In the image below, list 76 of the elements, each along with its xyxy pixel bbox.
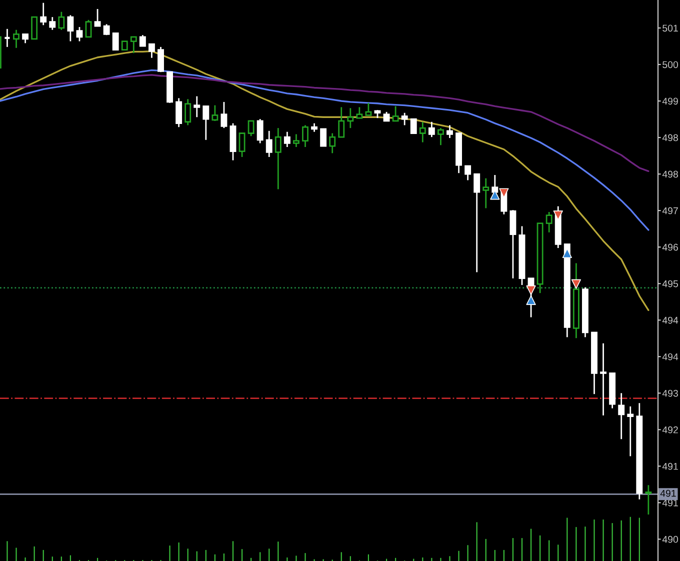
y-tick-label: 498	[662, 170, 678, 178]
candlestick	[600, 342, 606, 416]
candlestick	[292, 134, 300, 148]
candlestick	[338, 106, 345, 138]
point	[553, 210, 563, 220]
candlestick	[158, 46, 164, 73]
candlestick	[365, 102, 372, 116]
candlestick	[627, 406, 634, 457]
candlestick	[184, 98, 192, 126]
line-series	[0, 74, 650, 172]
candlestick	[40, 2, 47, 26]
candlestick	[112, 32, 119, 50]
candlestick	[464, 165, 472, 181]
y-tick-label: 491	[662, 462, 678, 470]
point	[526, 295, 536, 305]
y-tick-label: 497	[662, 207, 678, 214]
candlestick	[266, 130, 272, 158]
candlestick	[528, 278, 534, 318]
candlestick	[410, 118, 417, 134]
candlestick	[474, 173, 480, 273]
candlestick	[13, 29, 20, 49]
candlestick	[347, 107, 354, 129]
candlestick	[85, 19, 92, 38]
y-tick-label: 499	[662, 98, 678, 105]
candlestick	[392, 106, 399, 122]
candlestick	[428, 121, 435, 138]
candlestick	[130, 36, 137, 54]
candlestick	[202, 106, 210, 141]
candlestick	[419, 121, 426, 143]
candlestick	[356, 106, 363, 119]
y-tick-label: 496	[662, 244, 678, 251]
candlestick	[248, 120, 254, 137]
candlestick	[645, 484, 652, 516]
candlestick	[4, 28, 11, 48]
candlestick	[238, 132, 246, 158]
candlestick	[510, 209, 516, 280]
candlestick	[256, 118, 264, 144]
y-tick-label: 495	[662, 280, 678, 288]
candlestick	[437, 127, 444, 146]
candlestick	[329, 132, 336, 154]
candlestick	[302, 124, 308, 148]
candlestick	[148, 43, 155, 59]
candlestick	[31, 16, 38, 40]
candlestick	[94, 8, 101, 27]
point	[490, 190, 500, 200]
y-tick-label: 494	[662, 353, 678, 360]
candlestick	[194, 96, 200, 118]
candlestick	[67, 14, 74, 42]
candlestick	[320, 128, 327, 147]
candlestick	[58, 11, 65, 31]
candlestick	[139, 34, 146, 47]
y-tick-label: 500	[662, 61, 678, 68]
y-tick-label: 498	[662, 134, 678, 142]
candlestick	[274, 127, 282, 190]
candlestick	[401, 112, 408, 126]
candlestick	[49, 16, 56, 31]
point	[562, 248, 572, 258]
candlestick	[76, 26, 83, 42]
point	[526, 285, 536, 296]
point	[499, 188, 509, 198]
candlestick	[212, 104, 218, 122]
y-tick-label: 501	[662, 24, 678, 32]
candlestick	[176, 97, 182, 128]
y-tick-label: 492	[662, 426, 678, 434]
candlestick	[482, 178, 490, 209]
y-tick-label: 493	[662, 390, 678, 397]
candlestick	[383, 111, 390, 122]
candlestick	[284, 131, 290, 148]
y-tick-label: 490	[662, 536, 678, 543]
candlestick	[22, 33, 29, 44]
candlestick	[546, 211, 552, 234]
candlestick	[220, 101, 228, 129]
candlestick	[618, 392, 625, 440]
point	[571, 279, 581, 289]
y-tick-label: 494	[662, 316, 678, 324]
candlestick	[446, 124, 453, 139]
